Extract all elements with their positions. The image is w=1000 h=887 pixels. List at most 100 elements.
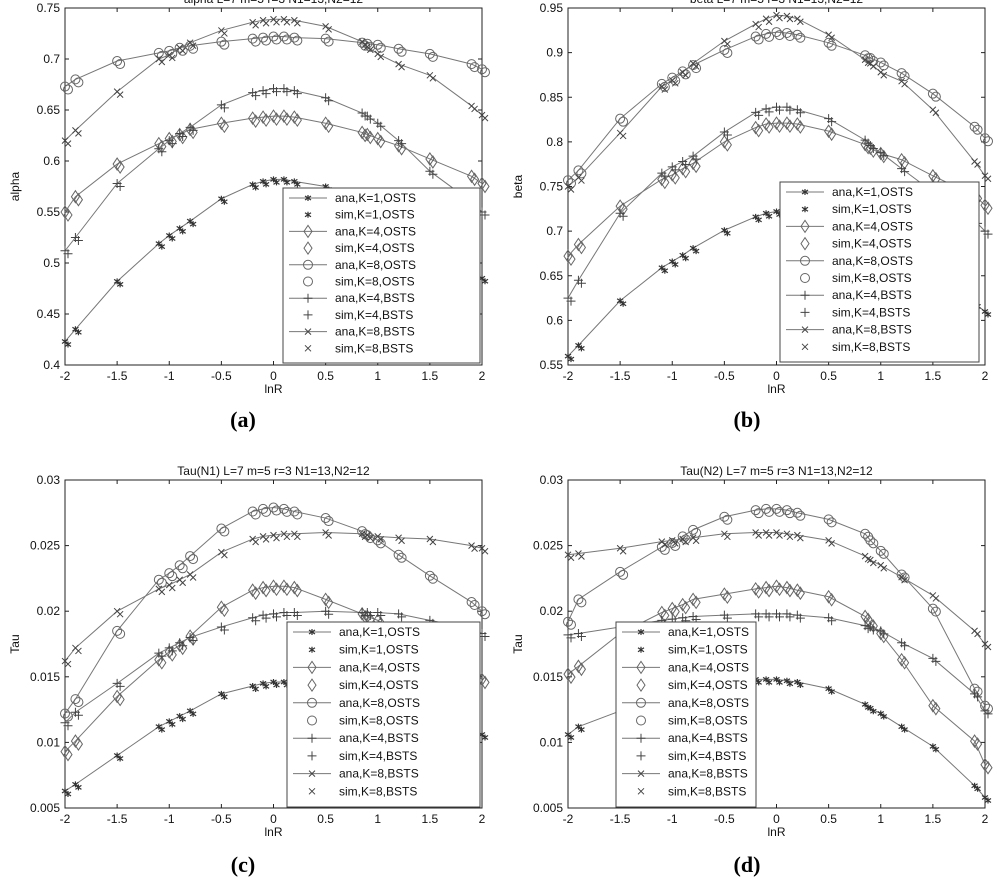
sim-data-point (864, 59, 872, 67)
x-tick-label: 2 (479, 369, 486, 383)
sim-data-point (619, 132, 627, 140)
sim-data-point (722, 47, 733, 58)
sim-data-point (785, 612, 795, 622)
sim-data-point (764, 120, 774, 134)
sim-data-point (324, 609, 334, 619)
data-point (750, 505, 761, 516)
data-point (667, 72, 678, 83)
sim-data-point (681, 164, 691, 179)
y-tick-label: 0.65 (540, 269, 564, 283)
x-tick-label: -2 (60, 812, 71, 826)
sim-data-point (73, 77, 84, 88)
data-point (270, 679, 277, 686)
legend-label: sim,K=1,OSTS (668, 643, 748, 657)
sim-data-point (325, 26, 332, 33)
legend-marker (304, 211, 312, 218)
legend-label: ana,K=8,OSTS (832, 254, 913, 268)
sim-data-point (158, 58, 166, 66)
sim-data-point (158, 726, 166, 733)
sim-data-point (578, 177, 585, 184)
sim-data-point (692, 62, 700, 70)
sim-data-point (377, 53, 385, 61)
legend-label: sim,K=4,OSTS (339, 678, 419, 692)
sim-data-point (158, 243, 166, 250)
sim-data-point (899, 71, 910, 82)
x-tick-label: 2 (479, 812, 486, 826)
legend-marker (636, 697, 646, 708)
sim-data-point (481, 734, 489, 741)
sim-data-point (251, 586, 261, 601)
sim-data-point (480, 210, 490, 220)
legend-marker (801, 326, 809, 333)
legend-marker (308, 629, 316, 635)
legend-label: ana,K=4,OSTS (339, 660, 420, 674)
data-point (70, 74, 81, 85)
sim-data-point (576, 632, 586, 642)
sim-data-point (681, 160, 691, 170)
sim-data-point (786, 680, 794, 687)
sim-data-point (250, 509, 261, 520)
data-point (218, 195, 225, 202)
x-tick-label: -0.5 (714, 369, 735, 383)
sim-data-point (901, 80, 908, 88)
sim-data-point (722, 514, 733, 525)
sim-data-point (178, 641, 188, 651)
sim-data-point (755, 679, 762, 686)
data-point (823, 37, 834, 48)
sim-data-point (261, 613, 271, 623)
data-point (615, 566, 626, 577)
sim-data-point (974, 785, 981, 792)
legend-label: sim,K=1,OSTS (832, 202, 912, 216)
sim-data-point (827, 616, 837, 626)
sim-data-point (901, 726, 908, 733)
sim-data-point (271, 582, 282, 597)
sim-data-point (283, 533, 291, 541)
legend-label: sim,K=1,OSTS (335, 208, 415, 222)
legend-marker (801, 206, 809, 213)
data-point (896, 68, 907, 79)
sim-data-point (480, 609, 490, 620)
panel-label-c: (c) (230, 852, 256, 877)
legend-marker (304, 328, 312, 335)
panel-label-a: (a) (230, 407, 256, 432)
data-point (677, 531, 688, 542)
sim-data-point (900, 167, 910, 177)
data-point (689, 245, 697, 252)
legend-marker (303, 310, 313, 320)
x-tick-label: -1 (667, 812, 678, 826)
sim-data-point (724, 533, 731, 541)
sim-data-point (776, 14, 783, 22)
sim-data-point (972, 124, 983, 135)
sim-data-point (764, 583, 774, 598)
sim-data-point (262, 19, 270, 27)
sim-data-point (765, 679, 773, 686)
series-k-4-bsts (60, 606, 490, 731)
legend: ana,K=1,OSTS sim,K=1,OSTS ana,K=4,OSTS sim,… (282, 187, 481, 364)
data-point (249, 682, 256, 689)
sim-data-point (671, 79, 679, 87)
sim-data-point (869, 559, 877, 567)
sim-data-point (566, 296, 576, 306)
sim-data-point (880, 564, 888, 572)
data-point (781, 27, 792, 38)
sim-data-point (428, 169, 438, 179)
legend-marker (304, 195, 312, 201)
sim-data-point (251, 114, 261, 129)
data-point (176, 713, 184, 720)
sim-data-point (115, 692, 125, 707)
data-point (877, 710, 885, 717)
x-tick-label: 1 (877, 369, 884, 383)
sim-data-point (251, 91, 261, 101)
y-tick-label: 0.025 (30, 539, 60, 553)
sim-data-point (722, 590, 732, 605)
legend-marker (303, 259, 313, 270)
sim-data-point (828, 688, 835, 695)
sim-data-point (618, 116, 629, 127)
sim-data-point (691, 154, 701, 164)
sim-data-point (827, 117, 837, 127)
sim-data-point (282, 582, 292, 597)
legend-marker (303, 293, 313, 303)
legend-label: ana,K=1,OSTS (832, 185, 913, 199)
x-tick-label: 1.5 (925, 812, 942, 826)
